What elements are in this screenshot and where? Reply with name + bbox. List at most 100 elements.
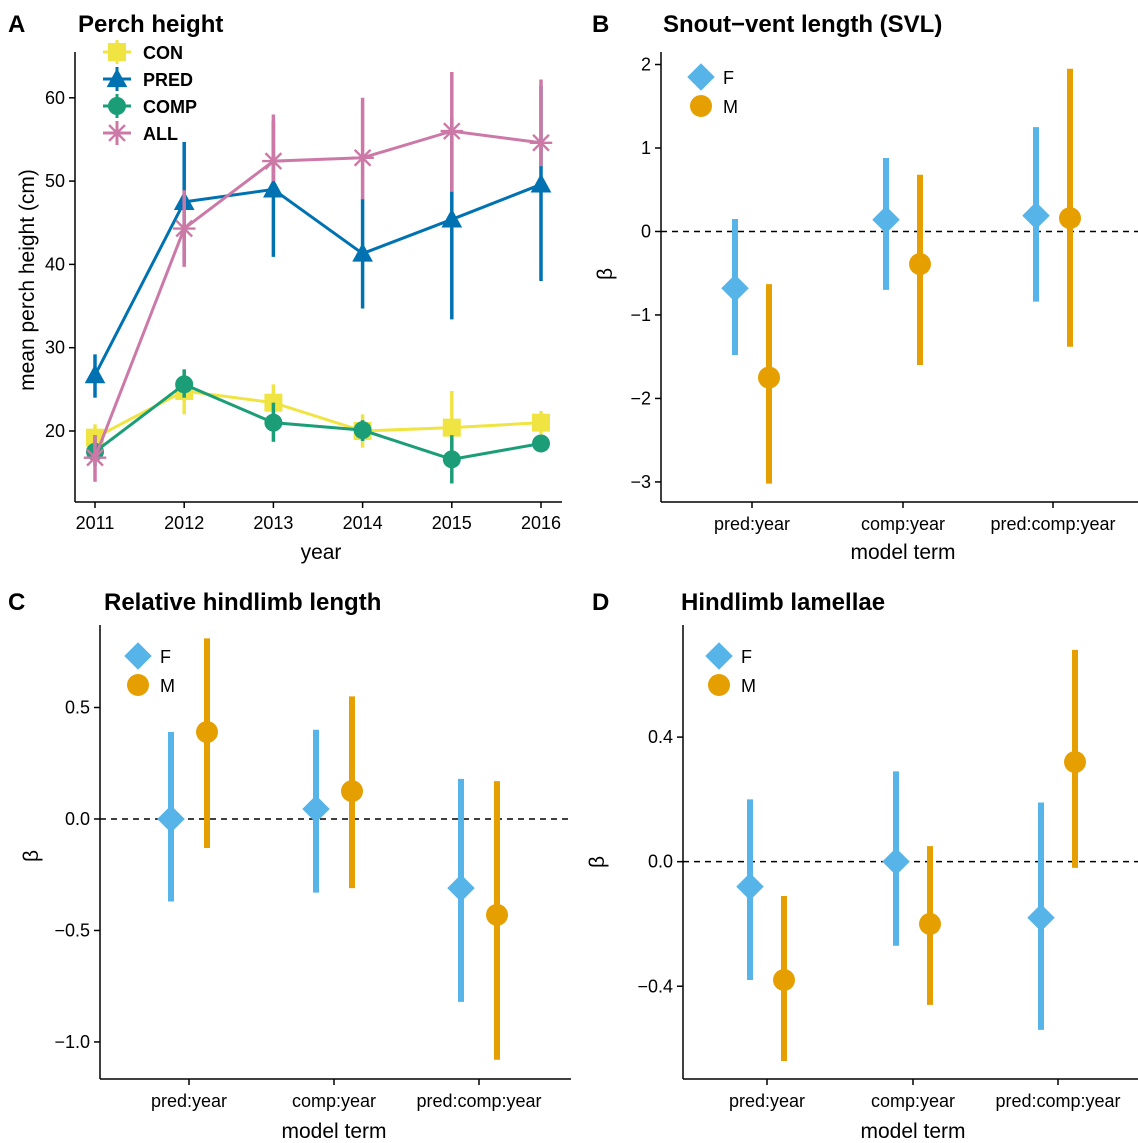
legend-key-pred <box>106 68 128 88</box>
panel-b-y-tick-label: 0 <box>641 221 651 241</box>
panel-b-point <box>1022 201 1050 230</box>
legend-key-f <box>124 642 152 670</box>
panel-d-point <box>1064 751 1086 774</box>
panel-d-title: Hindlimb lamellae <box>681 589 885 616</box>
panel-a-point <box>529 131 553 155</box>
panel-a-point-stroke <box>175 219 194 238</box>
panel-d-y-tick-label: 0.4 <box>648 727 673 747</box>
panel-a-point <box>442 418 461 437</box>
panel-d-series-m <box>773 649 1086 1061</box>
panel-a-y-tick-label: 50 <box>45 171 65 191</box>
legend-label-pred: PRED <box>143 70 193 90</box>
legend-label-m: M <box>741 676 756 696</box>
panel-c-x-tick-label: comp:year <box>292 1091 376 1111</box>
panel-letter-b: B <box>592 11 609 38</box>
legend-key-m <box>127 674 149 696</box>
panel-a-series-line <box>94 382 542 461</box>
panel-b-legend: FM <box>687 63 738 117</box>
panel-a-point <box>352 242 373 262</box>
panel-a-point <box>442 450 461 469</box>
legend-key-f <box>705 642 733 670</box>
panel-c-plot: −1.0 −0.5 0.0 0.5 pred:year comp:year pred:com… <box>54 625 571 1111</box>
panel-a-point-stroke <box>353 148 372 167</box>
legend-key-comp <box>108 97 126 115</box>
panel-a-point-stroke <box>86 448 104 467</box>
panel-d-point <box>882 847 910 876</box>
panel-a-plot: 20 30 40 50 60 2011 2012 2013 2014 2015 2016 CON PRE… <box>45 40 562 533</box>
legend-key-m <box>690 95 712 117</box>
panel-c-point <box>196 721 218 744</box>
panel-a-point <box>172 217 196 240</box>
panel-c-x-axis-title: model term <box>281 1120 386 1143</box>
panel-d-y-tick-label: 0.0 <box>648 852 673 872</box>
panel-b-x-tick-label: pred:year <box>714 514 790 534</box>
panel-c-relative-hindlimb-length: C Relative hindlimb length model term β <box>8 589 387 1143</box>
panel-d-legend: FM <box>705 642 756 696</box>
panel-a-point <box>532 434 550 453</box>
panel-b-series-m <box>758 68 1081 484</box>
panel-c-point <box>157 805 185 833</box>
legend-key-f <box>687 63 715 91</box>
panel-d-hindlimb-lamellae: D Hindlimb lamellae model term β <box>586 589 966 1143</box>
panel-b-svl: B Snout−vent length (SVL) model term β <box>592 11 956 564</box>
legend-label-comp: COMP <box>143 97 197 117</box>
panel-d-x-axis-title: model term <box>860 1120 965 1143</box>
panel-a-series-line <box>93 183 542 376</box>
panel-d-point <box>919 912 941 935</box>
panel-a-title: Perch height <box>78 11 223 38</box>
panel-a-point <box>264 413 283 432</box>
legend-key-all-stroke <box>108 124 126 142</box>
panel-c-y-tick-label: 0.5 <box>65 697 90 717</box>
panel-a-x-tick-label: 2012 <box>164 513 204 533</box>
panel-b-x-axis-title: model term <box>850 541 955 564</box>
panel-d-point <box>773 969 795 992</box>
panel-b-series-f <box>721 127 1050 356</box>
panel-b-point <box>758 366 780 389</box>
legend-label-con: CON <box>143 43 183 63</box>
panel-a-perch-height: A Perch height year mean perch height (c… <box>8 11 341 564</box>
panel-a-point <box>263 178 284 198</box>
panel-a-point <box>84 364 106 384</box>
legend-label-m: M <box>160 676 175 696</box>
panel-c-series-m <box>196 638 508 1060</box>
panel-c-title: Relative hindlimb length <box>104 589 381 616</box>
panel-a-x-tick-label: 2013 <box>253 513 293 533</box>
panel-b-x-tick-label: comp:year <box>861 514 945 534</box>
panel-c-point <box>486 903 508 926</box>
legend-label-f: F <box>741 647 752 667</box>
panel-d-point <box>736 872 764 901</box>
panel-a-legend: CON PRED COMP ALL <box>103 40 197 145</box>
panel-c-point <box>341 780 363 803</box>
legend-label-m: M <box>723 97 738 117</box>
panel-a-x-tick-label: 2015 <box>432 513 472 533</box>
panel-b-point <box>872 206 900 234</box>
panel-b-y-tick-label: 2 <box>641 55 651 75</box>
panel-a-point <box>353 421 372 440</box>
panel-b-point <box>1059 207 1081 230</box>
panel-a-point-stroke <box>442 122 461 140</box>
panel-c-point <box>302 795 330 823</box>
panel-a-series-con <box>86 369 550 451</box>
panel-c-y-tick-label: 0.0 <box>65 809 90 829</box>
panel-b-y-tick-label: −1 <box>630 305 651 325</box>
panel-d-plot: −0.4 0.0 0.4 pred:year comp:year pred:comp:ye… <box>637 625 1138 1111</box>
panel-a-y-tick-label: 20 <box>45 421 65 441</box>
panel-d-y-axis-title: β <box>586 856 609 868</box>
panel-letter-a: A <box>8 11 25 38</box>
legend-key-all <box>105 121 129 145</box>
panel-a-series-all <box>83 71 553 482</box>
panel-b-title: Snout−vent length (SVL) <box>663 11 942 38</box>
panel-d-x-tick-label: pred:year <box>729 1091 805 1111</box>
panel-c-x-tick-label: pred:comp:year <box>416 1091 541 1111</box>
panel-letter-d: D <box>592 589 609 616</box>
panel-c-y-tick-label: −1.0 <box>54 1032 90 1052</box>
panel-b-x-tick-label: pred:comp:year <box>990 514 1115 534</box>
panel-b-point <box>909 253 931 276</box>
panel-a-series-comp <box>86 369 550 484</box>
panel-d-x-tick-label: pred:comp:year <box>995 1091 1120 1111</box>
panel-a-x-axis-title: year <box>301 541 342 564</box>
panel-a-x-tick-label: 2014 <box>343 513 383 533</box>
panel-a-point <box>530 173 552 193</box>
panel-b-y-tick-label: −3 <box>630 472 651 492</box>
